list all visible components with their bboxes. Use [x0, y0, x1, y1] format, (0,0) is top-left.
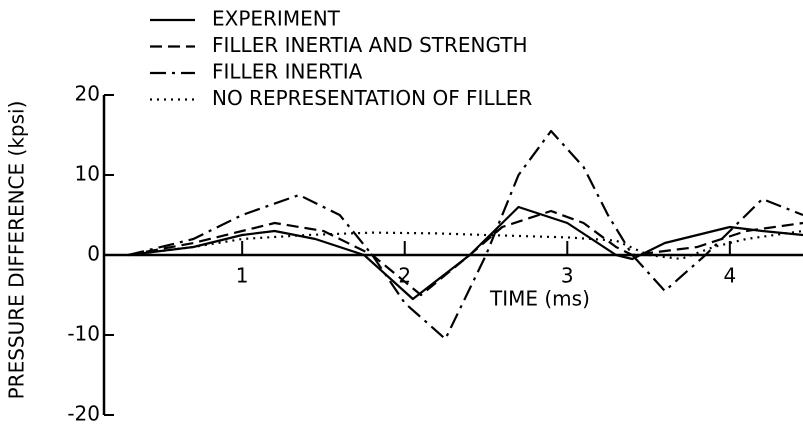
- x-tick-label: 4: [723, 264, 736, 288]
- legend-label: FILLER INERTIA: [212, 60, 363, 84]
- legend-label: NO REPRESENTATION OF FILLER: [212, 86, 532, 110]
- y-tick-label: 0: [87, 242, 100, 266]
- series-line: [128, 205, 803, 301]
- x-tick-label: 3: [561, 264, 574, 288]
- x-tick-label: 1: [236, 264, 249, 288]
- legend-label: EXPERIMENT: [212, 7, 341, 31]
- legend-label: FILLER INERTIA AND STRENGTH: [212, 33, 528, 57]
- y-tick-label: -10: [67, 322, 100, 346]
- series-line: [128, 229, 803, 261]
- y-axis-label: PRESSURE DIFFERENCE (kpsi): [5, 101, 29, 400]
- x-axis-label: TIME (ms): [489, 287, 590, 311]
- y-tick-label: 20: [75, 82, 100, 106]
- y-tick-label: -20: [67, 402, 100, 426]
- y-tick-label: 10: [75, 162, 100, 186]
- series-line: [128, 129, 803, 341]
- series-line: [128, 209, 803, 297]
- x-tick-label: 2: [398, 264, 411, 288]
